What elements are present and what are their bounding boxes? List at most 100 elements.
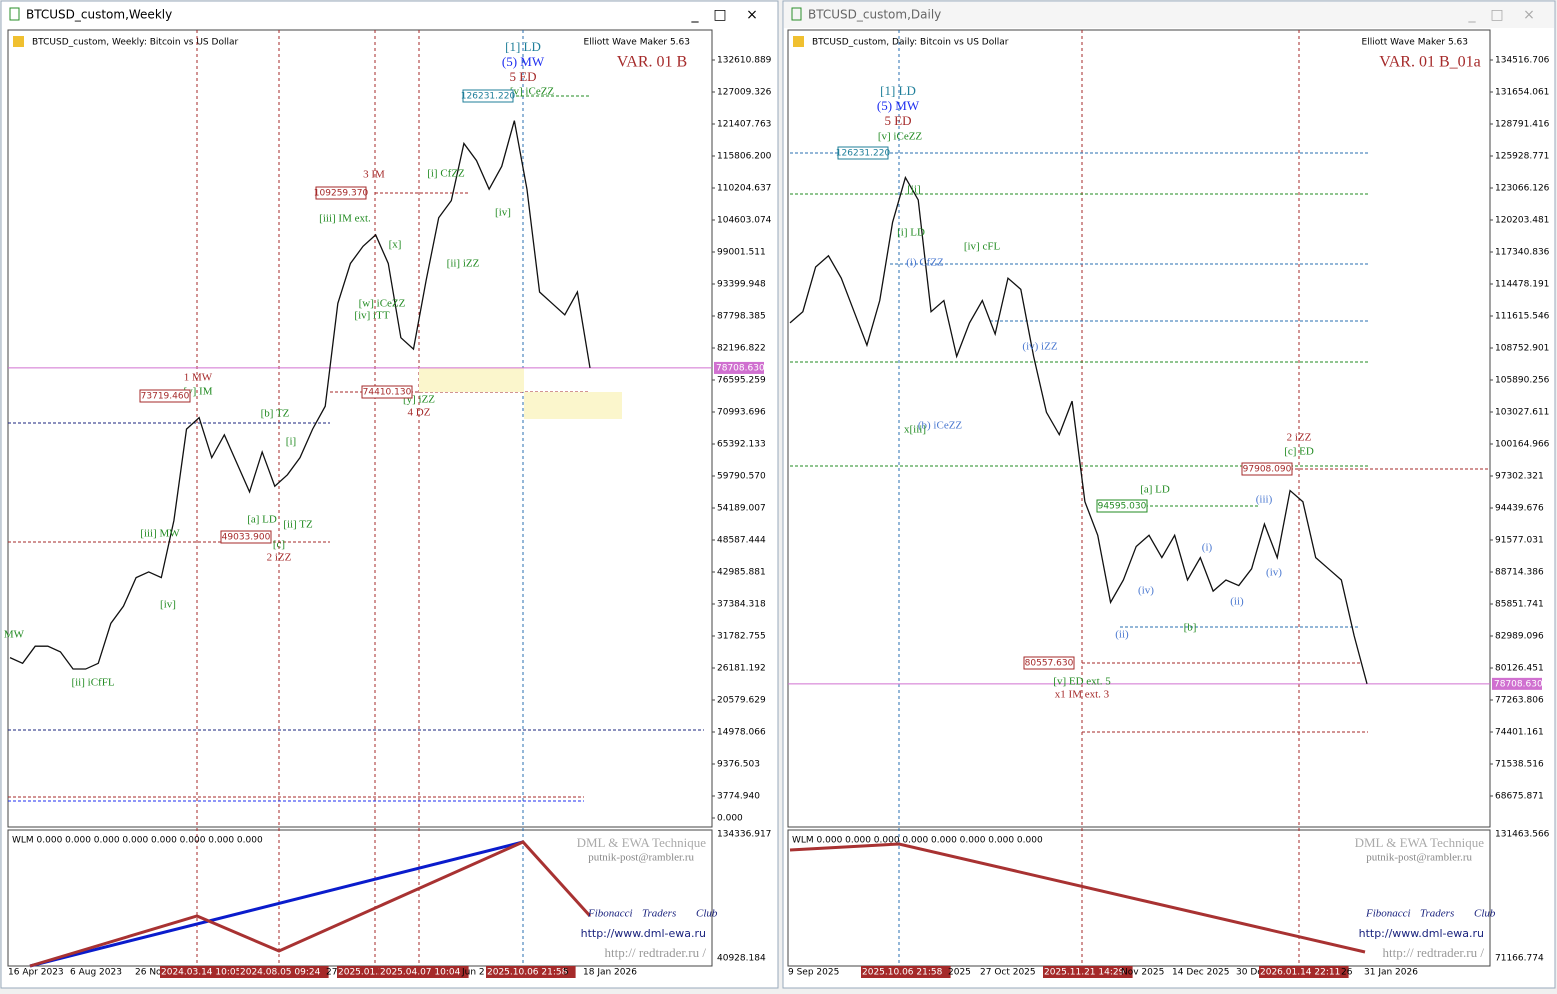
date-label: 31 Jan 2026 [1364,968,1418,978]
date-label: 2025.10.06 21:58 [487,968,568,978]
variant-label: VAR. 01 B_01a [1379,54,1481,71]
date-label: 26 [1341,968,1353,978]
window-button[interactable]: × [1523,7,1535,23]
title-bar [2,2,777,28]
indicator-pane [787,829,1491,967]
date-label: 2025 [948,968,971,978]
date-highlight [1043,966,1133,978]
wave-label: [c] ED [1284,446,1314,458]
wave-label: (5) MW [877,98,920,113]
wave-label: [b] [1184,622,1197,634]
price-axis-label: 85851.741 [1495,600,1544,610]
wave-label: (ii) [1115,629,1129,641]
price-axis-label: 82989.096 [1495,632,1544,642]
tool-name: Elliott Wave Maker 5.63 [584,38,690,48]
wave-label: [a] LD [1140,484,1170,496]
wave-label: [c] [273,539,285,551]
price-axis-label: 71538.516 [1495,760,1544,770]
wave-label: [iv] iTT [354,310,389,322]
date-label: 2025.01.2 [338,968,384,978]
wave-label: 1 MW [184,372,213,384]
price-axis-label: 93399.948 [717,280,766,290]
site-link[interactable]: http://www.dml-ewa.ru [581,927,706,940]
price-axis-label: 88714.386 [1495,568,1544,578]
price-axis-label: 103027.611 [1495,408,1549,418]
date-label: Jun 2 [461,968,485,978]
price-axis-label: 114478.191 [1495,280,1549,290]
price-axis-label: 76595.259 [717,376,766,386]
indicator-axis-label: 40928.184 [717,954,766,964]
date-label: Nov 2025 [1121,968,1164,978]
wave-label: [v] iCeZZ [510,86,555,98]
price-tag: 49033.900 [222,533,271,543]
wave-label: [iii] IM ext. [319,213,371,225]
wave-label: [v] ED ext. 5 [1053,676,1111,688]
tool-name: Elliott Wave Maker 5.63 [1362,38,1468,48]
wave-label: [v] IM [183,386,212,398]
price-axis-label: 82196.822 [717,344,766,354]
price-tag: 94595.030 [1098,502,1147,512]
price-axis-label: 134516.706 [1495,56,1550,66]
chart-header: BTCUSD_custom, Weekly: Bitcoin vs US Dol… [32,38,238,48]
wave-label: (i) CfZZ [906,257,944,269]
price-axis-label: 94439.676 [1495,504,1544,514]
price-tag-box [1023,656,1075,670]
price-tag-box [1096,499,1148,513]
price-tag-box [139,389,191,403]
price-axis-label: 121407.763 [717,120,771,130]
price-axis-label: 104603.074 [717,216,772,226]
price-axis-label: 54189.007 [717,504,766,514]
wave-label: (iv) [1138,585,1154,597]
date-label: 2024.08.05 09:24 [240,968,321,978]
price-axis-label: 20579.629 [717,696,766,706]
window-title: BTCUSD_custom,Daily [808,8,941,22]
wave-label: [ii] iZZ [447,258,480,270]
wave-label: (i) [1202,542,1213,554]
watermark: putnik-post@rambler.ru [588,852,694,864]
price-axis-label: 115806.200 [717,152,772,162]
date-label: 2025.11.21 14:29 [1044,968,1125,978]
wave-label: [i] LD [897,227,925,239]
wave-label: MW [4,629,25,641]
header-icon [793,36,804,47]
club-label: Club [696,908,718,920]
date-label: 27 Oct 2025 [980,968,1036,978]
window-button[interactable]: _ [691,7,700,23]
window-button[interactable]: □ [713,7,726,23]
price-line [789,175,1368,685]
target-zone [524,392,622,419]
watermark: DML & EWA Technique [577,835,707,850]
watermark: DML & EWA Technique [1355,835,1485,850]
price-tag: 109259.370 [314,189,369,199]
wave-label: [iv] [160,599,176,611]
wave-label: [ii] [907,184,920,196]
price-line [9,120,591,670]
date-label: 26 No [135,968,162,978]
price-tag-box [462,89,514,103]
price-axis-label: 0.000 [717,814,743,824]
price-tag-box [361,385,413,399]
chart-header: BTCUSD_custom, Daily: Bitcoin vs US Doll… [812,38,1009,48]
price-axis-label: 99001.511 [717,248,766,258]
price-pane [787,29,1491,828]
price-tag: 97908.090 [1243,465,1292,475]
watermark: putnik-post@rambler.ru [1366,852,1472,864]
date-label: 2025.10.06 21:58 [862,968,943,978]
site-link[interactable]: http://www.dml-ewa.ru [1359,927,1484,940]
price-tag: 126231.220 [836,149,891,159]
current-price-box [714,361,764,374]
date-label: 18 Jan 2026 [583,968,637,978]
price-axis-label: 97302.321 [1495,472,1544,482]
window-button[interactable]: □ [1490,7,1503,23]
price-axis-label: 100164.966 [1495,440,1550,450]
wave-label: [iii] MW [140,528,180,540]
watermark: http:// redtrader.ru / [605,945,707,960]
wave-label: [v] iCeZZ [878,131,923,143]
wave-line [789,842,1366,954]
date-highlight [1259,966,1349,978]
window-button[interactable]: _ [1468,7,1477,23]
date-highlight [486,966,576,978]
price-axis-label: 3774.940 [717,792,760,802]
window-button[interactable]: × [746,7,758,23]
